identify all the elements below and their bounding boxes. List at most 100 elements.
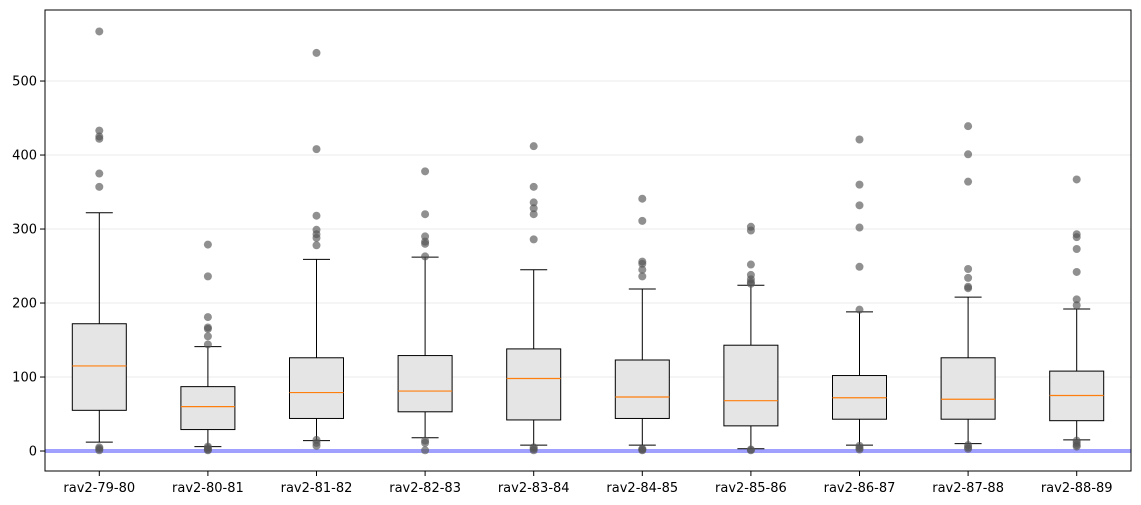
outlier-point — [203, 324, 212, 333]
outlier-point — [746, 279, 755, 288]
y-tick-label: 200 — [12, 297, 37, 312]
box-iqr — [940, 357, 996, 420]
outlier-point — [964, 122, 973, 131]
outlier-point — [855, 135, 864, 144]
box-group — [1049, 175, 1105, 451]
outlier-point — [855, 223, 864, 232]
outlier-point — [964, 284, 973, 293]
outlier-point — [312, 241, 321, 250]
outlier-point — [312, 441, 321, 450]
outlier-point — [203, 313, 212, 322]
outlier-point — [421, 210, 430, 219]
outlier-point — [529, 235, 538, 244]
outlier-point — [638, 265, 647, 274]
outlier-point — [964, 150, 973, 159]
outlier-point — [638, 259, 647, 268]
x-tick-label: rav2-82-83 — [389, 481, 461, 496]
box-group — [940, 122, 996, 453]
box-iqr — [614, 359, 670, 419]
outlier-point — [855, 262, 864, 271]
outlier-point — [421, 167, 430, 176]
outlier-point — [529, 198, 538, 207]
plot-frame — [44, 9, 1132, 472]
outlier-point — [312, 145, 321, 154]
outlier-point — [312, 233, 321, 242]
box-group — [397, 167, 453, 455]
outlier-point — [1072, 295, 1081, 304]
y-tick-label: 500 — [12, 75, 37, 90]
boxes-layer — [71, 27, 1105, 455]
outlier-point — [1072, 245, 1081, 254]
outlier-point — [529, 204, 538, 213]
y-tick-label: 100 — [12, 371, 37, 386]
outlier-point — [964, 264, 973, 273]
x-tick-label: rav2-84-85 — [606, 481, 678, 496]
outlier-point — [529, 182, 538, 191]
box-iqr — [397, 355, 453, 413]
outlier-point — [855, 305, 864, 314]
outlier-point — [529, 142, 538, 151]
outlier-point — [203, 446, 212, 455]
outlier-point — [203, 332, 212, 341]
x-tick-label: rav2-85-86 — [715, 481, 787, 496]
box-iqr — [180, 386, 236, 431]
outlier-point — [312, 211, 321, 220]
outlier-point — [95, 126, 104, 135]
box-group — [832, 135, 887, 454]
y-tick-label: 400 — [12, 149, 37, 164]
outlier-point — [964, 444, 973, 453]
outlier-point — [95, 446, 104, 455]
outlier-point — [421, 438, 430, 447]
axes-layer: 0 100 200 300 400 500 rav2-79-80 rav2-80-81 rav2… — [12, 75, 1112, 496]
outlier-point — [746, 260, 755, 269]
outlier-point — [95, 169, 104, 178]
outlier-point — [529, 210, 538, 219]
outlier-point — [203, 272, 212, 281]
outlier-point — [1072, 175, 1081, 184]
outlier-point — [421, 446, 430, 455]
outlier-point — [638, 216, 647, 225]
outlier-point — [638, 272, 647, 281]
box-group — [506, 142, 562, 455]
y-tick-label: 300 — [12, 223, 37, 238]
box-group — [723, 222, 779, 455]
x-tick-label: rav2-80-81 — [172, 481, 244, 496]
box-iqr — [289, 357, 344, 419]
outlier-point — [964, 273, 973, 282]
box-group — [289, 48, 344, 450]
box-group — [180, 240, 236, 455]
outlier-point — [95, 182, 104, 191]
box-group — [614, 194, 670, 455]
outlier-point — [1072, 267, 1081, 276]
outlier-point — [746, 226, 755, 235]
outlier-point — [638, 194, 647, 203]
x-tick-label: rav2-88-89 — [1041, 481, 1113, 496]
outlier-point — [421, 252, 430, 261]
y-tick-label: 0 — [29, 445, 37, 460]
x-tick-label: rav2-87-88 — [932, 481, 1004, 496]
outlier-point — [855, 180, 864, 189]
outlier-point — [312, 48, 321, 57]
outlier-point — [203, 340, 212, 349]
outlier-point — [855, 445, 864, 454]
box-iqr — [506, 348, 562, 421]
outlier-point — [421, 239, 430, 248]
outlier-point — [1072, 233, 1081, 242]
outlier-point — [203, 240, 212, 249]
outlier-point — [855, 201, 864, 210]
box-iqr — [71, 323, 127, 411]
outlier-point — [95, 27, 104, 36]
outlier-point — [1072, 301, 1081, 310]
x-tick-label: rav2-83-84 — [498, 481, 570, 496]
outlier-point — [638, 446, 647, 455]
outlier-point — [746, 446, 755, 455]
outlier-point — [95, 134, 104, 143]
outlier-point — [964, 177, 973, 186]
outlier-point — [529, 446, 538, 455]
box-iqr — [723, 344, 779, 427]
x-tick-label: rav2-86-87 — [824, 481, 896, 496]
box-group — [71, 27, 127, 455]
x-tick-label: rav2-79-80 — [63, 481, 135, 496]
